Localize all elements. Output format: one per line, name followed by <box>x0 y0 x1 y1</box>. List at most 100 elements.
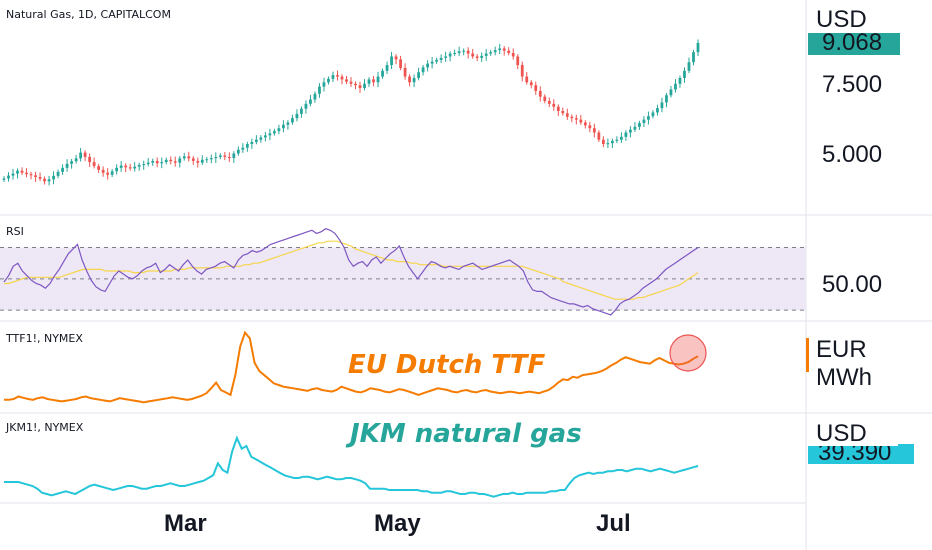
candle-body <box>196 160 200 163</box>
candle-body <box>376 76 380 83</box>
candle-body <box>516 56 520 66</box>
candle-body <box>61 167 64 172</box>
candle-body <box>29 174 33 176</box>
candle-body <box>218 155 222 157</box>
candle-body <box>137 164 141 167</box>
candle-body <box>444 56 448 58</box>
candle-body <box>2 178 6 180</box>
candle-body <box>412 77 416 83</box>
candle-body <box>254 139 258 143</box>
candle-body <box>489 52 493 54</box>
jkm-unit-backdrop <box>808 420 898 446</box>
candle-body <box>615 139 619 141</box>
candle-body <box>25 172 28 175</box>
candle-body <box>430 61 434 64</box>
candle-body <box>502 48 506 51</box>
candle-body <box>318 86 321 94</box>
candle-body <box>236 149 240 154</box>
candle-body <box>647 116 650 120</box>
candle-body <box>286 122 290 125</box>
candle-body <box>363 83 366 89</box>
candle-body <box>381 70 384 77</box>
candle-body <box>669 89 673 96</box>
candle-body <box>390 56 393 66</box>
candle-body <box>354 83 357 86</box>
candle-body <box>187 156 191 159</box>
candle-body <box>624 132 628 137</box>
candle-body <box>169 159 173 162</box>
candles-group <box>2 39 700 186</box>
candle-body <box>538 90 542 97</box>
candle-body <box>511 53 515 57</box>
last-price-value: 9.068 <box>822 29 882 56</box>
candle-body <box>7 175 10 179</box>
candle-body <box>200 159 204 163</box>
candle-body <box>133 166 137 169</box>
candle-body <box>304 103 308 109</box>
candle-body <box>466 50 470 54</box>
candle-body <box>142 164 146 166</box>
candle-body <box>146 162 150 165</box>
candle-body <box>651 112 655 117</box>
ttf-unit-line-1: EUR <box>816 336 867 363</box>
candle-body <box>331 75 335 79</box>
candle-body <box>493 50 497 53</box>
candle-body <box>11 173 15 176</box>
candle-body <box>394 56 398 60</box>
candle-body <box>520 65 524 77</box>
jkm-unit-label: USD <box>816 420 867 447</box>
candle-body <box>34 175 37 178</box>
candle-body <box>241 147 245 150</box>
candle-body <box>629 129 632 133</box>
candle-body <box>164 159 168 163</box>
candle-body <box>124 165 128 168</box>
candle-body <box>92 162 96 167</box>
candle-body <box>408 76 411 83</box>
last-price-badge <box>808 33 900 55</box>
candle-body <box>128 167 132 169</box>
candle-body <box>597 132 601 140</box>
rsi-line <box>3 228 699 316</box>
candle-body <box>223 155 227 157</box>
candle-body <box>227 156 231 159</box>
candle-body <box>620 136 623 140</box>
candle-body <box>498 48 502 51</box>
candle-body <box>313 93 317 100</box>
candle-body <box>277 128 281 132</box>
candle-body <box>507 50 511 54</box>
candle-body <box>579 119 583 123</box>
ttf-line <box>4 330 699 404</box>
candle-body <box>282 124 285 129</box>
candle-body <box>106 172 110 175</box>
candle-body <box>214 156 218 159</box>
candle-body <box>606 143 610 145</box>
candle-body <box>687 62 691 71</box>
candle-body <box>399 59 402 68</box>
candle-body <box>38 177 42 179</box>
candle-body <box>656 108 659 113</box>
candle-body <box>480 55 484 58</box>
candle-body <box>683 70 686 78</box>
candle-body <box>583 122 587 126</box>
candle-body <box>525 76 529 83</box>
candle-body <box>74 158 78 162</box>
candle-body <box>601 139 605 145</box>
candle-body <box>322 82 326 87</box>
candle-body <box>209 158 213 160</box>
candle-body <box>462 50 466 52</box>
candle-body <box>52 175 55 180</box>
candle-body <box>300 108 303 114</box>
candle-body <box>475 56 479 58</box>
candle-body <box>385 65 389 71</box>
price-tick-7500: 7.500 <box>822 71 882 98</box>
ttf-axis-marker <box>806 338 809 372</box>
candle-body <box>101 169 105 173</box>
candle-body <box>70 161 73 164</box>
ttf-annotation: EU Dutch TTF <box>348 350 545 380</box>
candle-body <box>250 142 254 145</box>
candle-body <box>291 118 294 123</box>
candle-body <box>173 161 177 163</box>
jkm-pane-title: JKM1!, NYMEX <box>5 421 84 434</box>
jkm-last-value-badge <box>808 444 914 464</box>
candle-body <box>426 63 429 68</box>
